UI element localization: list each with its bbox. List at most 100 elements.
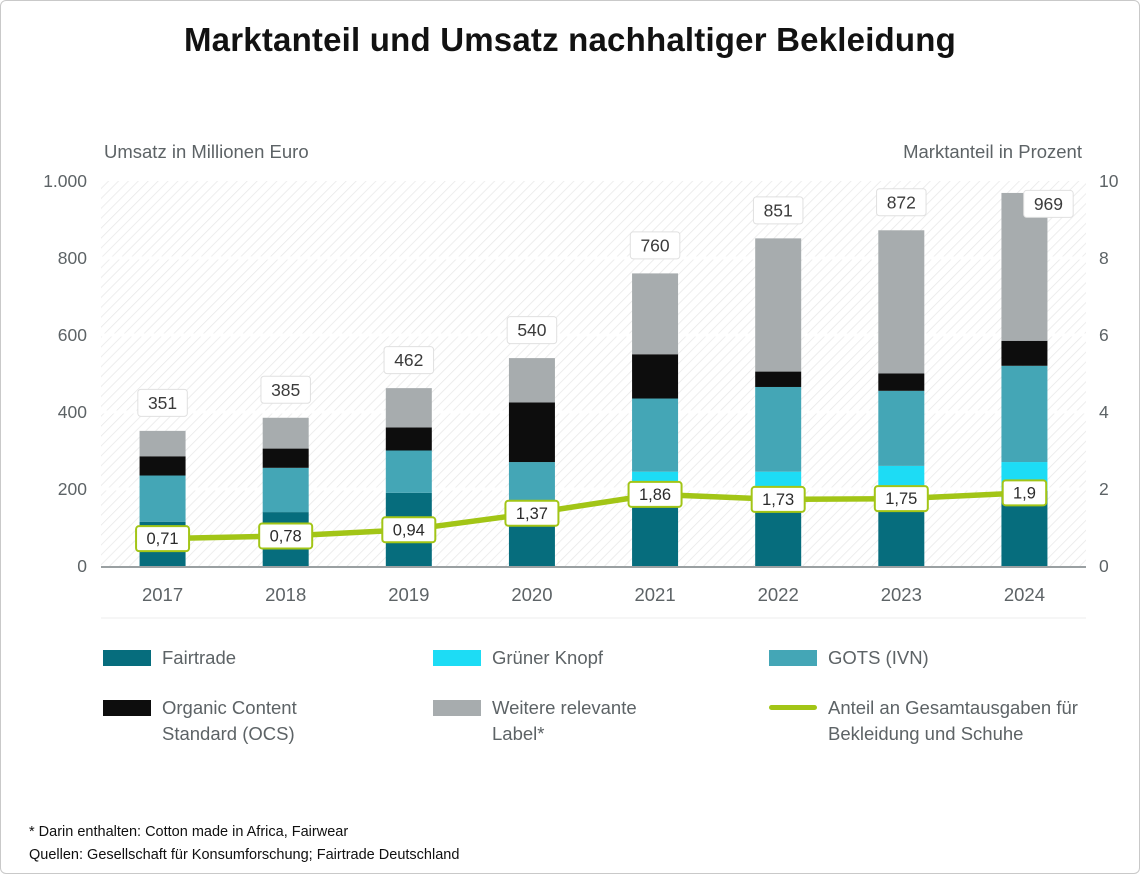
total-label-text: 351: [148, 393, 177, 413]
y-axis-tick-right: 10: [1099, 171, 1119, 191]
x-axis-label: 2024: [1004, 584, 1045, 605]
total-label: 462: [383, 346, 435, 375]
footnote-asterisk: * Darin enthalten: Cotton made in Africa…: [29, 824, 349, 840]
y-axis-tick-left: 1.000: [43, 171, 87, 191]
total-label-text: 969: [1034, 194, 1063, 214]
bar-segment: [878, 373, 925, 391]
bar-segment: [508, 358, 555, 403]
line-point-label: 1,37: [504, 499, 560, 527]
left-axis-title: Umsatz in Millionen Euro: [104, 141, 309, 162]
line-point-label: 1,9: [1001, 479, 1048, 507]
legend-label-anteil-an-gesamtausgaben-f-r-bek: Anteil an Gesamtausgaben für Bekleidung …: [828, 697, 1078, 744]
y-axis-tick-right: 6: [1099, 325, 1109, 345]
bar-segment: [632, 354, 679, 399]
total-label: 760: [629, 231, 681, 260]
bar-segment: [508, 402, 555, 463]
total-label: 872: [876, 188, 927, 217]
bar-segment: [385, 388, 432, 428]
x-axis-label: 2018: [265, 584, 306, 605]
legend: Fairtrade Grüner Knopf GOTS (IVN) Organic C…: [103, 645, 1103, 747]
line-point-label-text: 0,71: [147, 530, 179, 548]
x-axis-label: 2023: [881, 584, 922, 605]
plot-area: [101, 181, 1086, 566]
line-point-label-box: [504, 499, 560, 527]
total-label-box: [506, 316, 558, 345]
y-axis-tick-left: 400: [58, 402, 87, 422]
total-label: 851: [752, 196, 804, 225]
line-point-label-text: 0,94: [393, 521, 425, 539]
legend-label-gr-ner-knopf: Grüner Knopf: [492, 647, 604, 668]
total-label-box: [752, 196, 804, 225]
total-label-box: [137, 388, 188, 417]
bar-segment: [139, 456, 186, 476]
legend-label-gots-ivn: GOTS (IVN): [828, 647, 929, 668]
total-label-text: 540: [517, 320, 546, 340]
x-axis-label: 2020: [511, 584, 552, 605]
x-axis-label: 2022: [758, 584, 799, 605]
legend-swatch-gots-ivn: [769, 650, 817, 666]
chart-canvas: 0 200 400 600 800 1.000 0 2 4 6 8 10 2017 2018 2019 202…: [43, 171, 1119, 619]
right-axis-title: Marktanteil in Prozent: [903, 141, 1082, 162]
bar-segment: [878, 230, 925, 374]
bar-segment: [385, 450, 432, 493]
legend-label-organic-content-standard-ocs: Organic Content Standard (OCS): [162, 697, 297, 744]
line-point-label-text: 1,37: [516, 505, 548, 523]
footnotes: * Darin enthalten: Cotton made in Africa…: [29, 821, 459, 867]
y-axis-tick-left: 200: [58, 479, 87, 499]
footnote-sources: Quellen: Gesellschaft für Konsumforschun…: [29, 847, 460, 863]
bar-segment: [508, 521, 555, 566]
line-point-label-text: 1,75: [885, 490, 917, 508]
total-label-box: [629, 231, 681, 260]
legend-swatch-organic-content-standard-ocs: [103, 700, 151, 716]
line-point-label-text: 0,78: [270, 527, 302, 545]
bar-segment: [139, 430, 186, 457]
line-point-label: 0,78: [258, 522, 314, 550]
bar-segment: [755, 371, 802, 387]
y-axis-tick-left: 800: [58, 248, 87, 268]
bar-segment: [755, 238, 802, 372]
total-label-text: 385: [271, 380, 300, 400]
x-axis-label: 2019: [388, 584, 429, 605]
line-point-label: 1,75: [873, 485, 929, 513]
total-label: 540: [506, 316, 558, 345]
legend-item-anteil-an-gesamtausgaben-f-r-bek: Anteil an Gesamtausgaben für Bekleidung …: [769, 695, 1103, 747]
x-axis-label: 2017: [142, 584, 183, 605]
total-label: 385: [260, 375, 311, 404]
bar-segment: [632, 273, 679, 355]
total-label-text: 872: [887, 192, 916, 212]
bar-segment: [1001, 340, 1048, 366]
legend-item-organic-content-standard-ocs: Organic Content Standard (OCS): [103, 695, 433, 747]
line-point-label-box: [135, 525, 191, 553]
total-label-box: [383, 346, 435, 375]
legend-swatch-weitere-relevante-label: [433, 700, 481, 716]
legend-swatch-fairtrade: [103, 650, 151, 666]
total-label-box: [1023, 189, 1074, 218]
legend-item-gr-ner-knopf: Grüner Knopf: [433, 645, 769, 671]
y-axis-tick-right: 8: [1099, 248, 1109, 268]
line-point-label: 1,86: [627, 480, 683, 508]
line-point-label-box: [627, 480, 683, 508]
line-point-label-box: [1001, 479, 1048, 507]
y-axis-tick-left: 600: [58, 325, 87, 345]
bar-segment: [632, 398, 679, 472]
line-point-label: 0,71: [135, 525, 191, 553]
line-point-label-box: [381, 516, 437, 544]
page-title: Marktanteil und Umsatz nachhaltiger Bekl…: [183, 21, 956, 58]
total-label: 351: [137, 388, 188, 417]
total-label-text: 760: [640, 235, 669, 255]
y-axis-tick-right: 2: [1099, 479, 1109, 499]
total-label: 969: [1023, 189, 1074, 218]
bar-segment: [262, 467, 309, 513]
legend-swatch-gr-ner-knopf: [433, 650, 481, 666]
total-label-box: [876, 188, 927, 217]
bar-segment: [878, 390, 925, 466]
bar-segment: [262, 417, 309, 449]
line-point-label: 1,73: [750, 485, 806, 513]
total-label-box: [260, 375, 311, 404]
legend-item-fairtrade: Fairtrade: [103, 645, 433, 671]
legend-label-weitere-relevante-label: Weitere relevante Label*: [492, 697, 637, 744]
bar-segment: [755, 386, 802, 472]
y-axis-tick-right: 0: [1099, 556, 1109, 576]
line-point-label-text: 1,9: [1013, 484, 1036, 502]
line-point-label-text: 1,86: [639, 486, 671, 504]
